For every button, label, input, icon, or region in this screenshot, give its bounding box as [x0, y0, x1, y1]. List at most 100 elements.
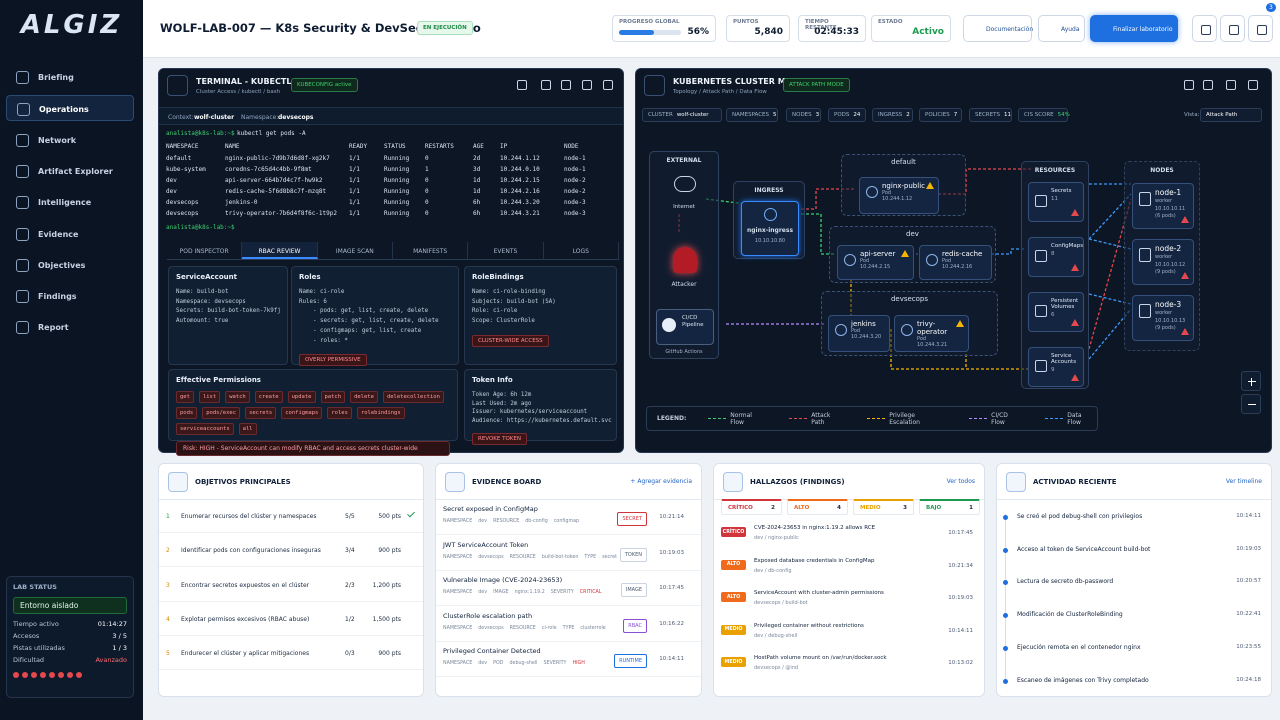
icon-button[interactable] [1248, 15, 1273, 42]
header-button[interactable]: Ayuda [1038, 15, 1085, 42]
header-button[interactable]: Finalizar laboratorio [1090, 15, 1178, 42]
card-line: - configmaps: get, list, create [313, 327, 422, 334]
toolbar-icon[interactable] [1203, 80, 1213, 90]
card-icon [723, 472, 743, 492]
activity-text: Modificación de ClusterRoleBinding [1017, 611, 1123, 619]
dot [49, 672, 55, 678]
k8s-node[interactable]: node-2 worker 10.10.10.12 (9 pods) [1132, 239, 1194, 285]
evidence-meta: NAMESPACE devsecops RESOURCE build-bot-toke… [443, 555, 623, 560]
card-icon [445, 472, 465, 492]
node-name: node-3 [1155, 300, 1182, 309]
k8s-node[interactable]: node-1 worker 10.10.10.11 (6 pods) [1132, 183, 1194, 229]
header-button[interactable]: Documentación [963, 15, 1033, 42]
toolbar-icon[interactable] [582, 80, 592, 90]
tab[interactable]: RBAC REVIEW [242, 242, 318, 259]
nav-item[interactable]: Evidence [6, 221, 134, 247]
toolbar-icon[interactable] [517, 80, 527, 90]
zoom-button[interactable] [1241, 371, 1261, 391]
revoke-button[interactable]: REVOKE TOKEN [472, 433, 528, 446]
pod-name: trivy-operator [917, 320, 948, 336]
table-cell: 1 [425, 165, 429, 173]
nav-item[interactable]: Intelligence [6, 189, 134, 215]
finding-sub: dev / nginx-public [754, 535, 799, 541]
filter-chip[interactable]: NAMESPACES 5 [726, 108, 778, 122]
meta-item: dev [478, 661, 488, 666]
resource-node[interactable]: ConfigMaps 8 [1028, 237, 1084, 277]
finding-row: ALTO Exposed database credentials in Conf… [714, 552, 984, 584]
namespace-group: devsecops jenkins Pod 10.244.3.20 trivy-oper… [821, 291, 998, 356]
card-action[interactable]: Ver todos [946, 478, 975, 485]
evidence-time: 10:14:11 [659, 656, 684, 662]
column-header: AGE [473, 143, 484, 150]
filter-chip[interactable]: CLUSTER wolf-cluster [642, 108, 722, 122]
toolbar-icon[interactable] [561, 80, 571, 90]
toolbar-icon[interactable] [541, 80, 551, 90]
icon-button[interactable] [1192, 15, 1217, 42]
meta-item: RESOURCE [493, 519, 520, 524]
pod-node[interactable]: jenkins Pod 10.244.3.20 [828, 315, 890, 352]
tab[interactable]: IMAGE SCAN [318, 242, 393, 259]
lab-row: Dificultad Avanzado [13, 656, 127, 668]
pod-node[interactable]: redis-cache Pod 10.244.2.16 [919, 245, 992, 280]
nav-item[interactable]: Findings [6, 283, 134, 309]
filter-chip[interactable]: CIS SCORE 54% [1018, 108, 1070, 122]
meta-item: IMAGE [493, 590, 509, 595]
pod-node[interactable]: api-server Pod 10.244.2.15 [837, 245, 914, 280]
permission-chip: deletecollection [382, 391, 444, 403]
filter-chip[interactable]: PODS 24 [828, 108, 866, 122]
counter-label: ALTO [794, 505, 810, 511]
table-cell: 1/1 [349, 198, 360, 206]
pod-node[interactable]: trivy-operator Pod 10.244.3.21 [894, 315, 969, 352]
table-cell: kube-system [166, 165, 206, 173]
tab[interactable]: POD INSPECTOR [167, 242, 243, 259]
resource-node[interactable]: Secrets 11 [1028, 182, 1084, 222]
filter-chip[interactable]: POLICIES 7 [919, 108, 962, 122]
table-cell: 1/1 [349, 176, 360, 184]
risk-badge: CLUSTER-WIDE ACCESS [472, 334, 549, 347]
resource-count: 11 [1051, 196, 1058, 202]
pod-node[interactable]: nginx-public Pod 10.244.1.12 [859, 177, 939, 214]
nav-item[interactable]: Operations [6, 95, 134, 122]
icon-button[interactable] [1220, 15, 1245, 42]
card-action[interactable]: Ver timeline [1225, 478, 1262, 485]
tab[interactable]: EVENTS [468, 242, 544, 259]
toolbar-icon[interactable] [1226, 80, 1236, 90]
nav-item[interactable]: Network [6, 127, 134, 153]
toolbar-icon[interactable] [603, 80, 613, 90]
legend-item: Data Flow [1045, 412, 1097, 426]
view-select[interactable]: Attack Path [1200, 108, 1262, 122]
risk-banner: Risk: HIGH - ServiceAccount can modify R… [176, 441, 450, 456]
toolbar-icon[interactable] [1184, 80, 1194, 90]
permission-chip: roles [327, 407, 352, 419]
nav-item[interactable]: Briefing [6, 64, 134, 90]
table-cell: redis-cache-5f6d8b8c7f-mzq8t [225, 187, 327, 195]
stat-box: PUNTOS 5,840 [726, 15, 790, 42]
card-line: Issuer: kubernetes/serviceaccount [472, 409, 588, 416]
nav-item[interactable]: Objectives [6, 252, 134, 278]
context-label: Context: [168, 114, 194, 121]
dot [13, 672, 19, 678]
resource-node[interactable]: Service Accounts 9 [1028, 347, 1084, 387]
meta-item: NAMESPACE [443, 554, 473, 560]
filter-chip[interactable]: NODES 3 [786, 108, 821, 122]
warning-icon [956, 320, 964, 327]
table-cell: devsecops [166, 198, 199, 206]
evidence-row: Privileged Container Detected NAMESPACE de… [436, 642, 701, 677]
nav-item[interactable]: Artifact Explorer [6, 158, 134, 184]
zoom-button[interactable] [1241, 394, 1261, 414]
k8s-node[interactable]: node-3 worker 10.10.10.13 (9 pods) [1132, 295, 1194, 341]
toolbar-icon[interactable] [1248, 80, 1258, 90]
finding-time: 10:21:34 [948, 562, 973, 569]
ingress-ip: 10.10.10.80 [754, 238, 786, 244]
nav-item[interactable]: Report [6, 314, 134, 340]
resource-node[interactable]: Persistent Volumes 6 [1028, 292, 1084, 332]
tab[interactable]: MANIFESTS [393, 242, 469, 259]
table-cell: 0 [425, 176, 429, 184]
filter-chip[interactable]: INGRESS 2 [872, 108, 913, 122]
card-action[interactable]: + Agregar evidencia [630, 478, 692, 485]
evidence-card: EVIDENCE BOARD + Agregar evidencia Secret … [435, 463, 702, 697]
card-line: Automount: true [176, 318, 229, 325]
tab[interactable]: LOGS [544, 242, 619, 259]
table-cell: nginx-public-7d9b7d6d8f-xg2k7 [225, 154, 330, 162]
filter-chip[interactable]: SECRETS 11 [969, 108, 1012, 122]
